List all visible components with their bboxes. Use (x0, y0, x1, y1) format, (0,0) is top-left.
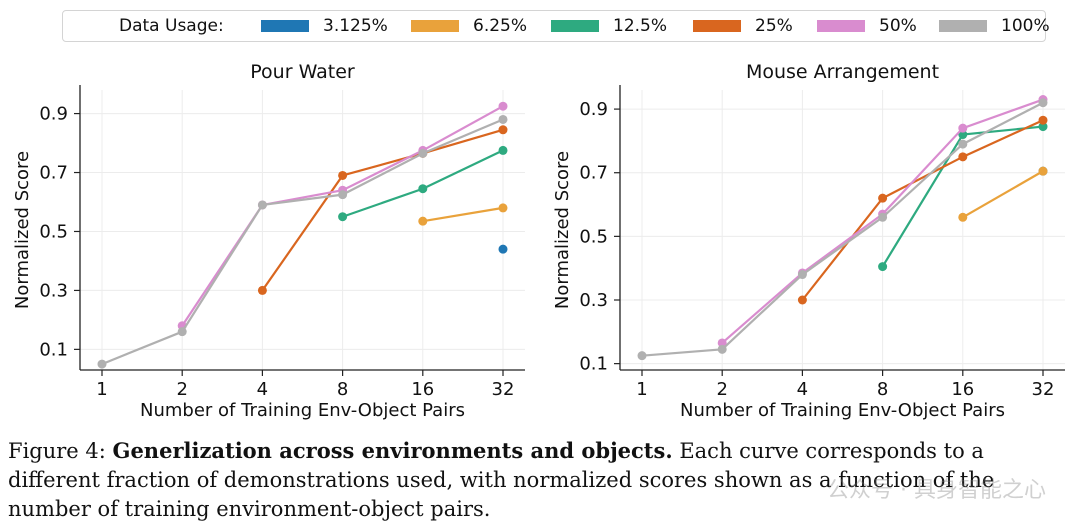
data-point-100% (717, 344, 727, 354)
legend-label: 100% (1001, 16, 1050, 36)
data-point-100% (177, 327, 187, 337)
y-tick-label: 0.3 (39, 280, 68, 301)
data-point-100% (338, 190, 348, 200)
data-point-100% (1038, 98, 1048, 108)
series-line-100% (641, 101, 1044, 357)
legend-item-12.5: 12.5% (551, 11, 667, 41)
legend-item-100: 100% (939, 11, 1050, 41)
chart-mouse-arrangement: Mouse Arrangement 0.1 0.3 0.5 0.7 0.9 1 2 4 8 16 32… (552, 61, 1065, 421)
watermark: 公众号 · 具身智能之心 (827, 478, 1046, 503)
data-point-100% (97, 359, 107, 369)
legend-label: 12.5% (613, 16, 668, 36)
x-axis-label: Number of Training Env-Object Pairs (680, 400, 1005, 421)
x-tick-label: 8 (337, 379, 348, 400)
legend-item-3.125: 3.125% (261, 11, 388, 41)
x-tick-label: 1 (96, 379, 107, 400)
x-tick-label: 16 (951, 379, 974, 400)
data-point-25% (498, 125, 508, 135)
legend-item-50: 50% (817, 11, 917, 41)
data-point-12.5% (338, 212, 348, 222)
legend-swatch (551, 20, 599, 32)
data-point-6.25% (498, 203, 508, 213)
data-point-12.5% (878, 262, 888, 272)
caption-prefix: Figure 4: (8, 439, 113, 463)
caption-text: Each curve corresponds to a different fr… (8, 439, 995, 521)
data-point-25% (958, 152, 968, 162)
x-tick-label: 1 (636, 379, 647, 400)
data-point-25% (878, 193, 888, 203)
caption-bold: Generlization across environments and ob… (112, 438, 673, 463)
series-line-6.25% (422, 206, 504, 223)
legend-item-25: 25% (693, 11, 793, 41)
legend-label: 6.25% (473, 16, 528, 36)
legend-title: Data Usage: (119, 16, 224, 36)
series-line-25% (801, 119, 1044, 301)
legend-swatch (939, 20, 987, 32)
x-axis-label: Number of Training Env-Object Pairs (140, 400, 465, 421)
data-point-12.5% (498, 145, 508, 155)
data-point-100% (797, 270, 807, 280)
legend-label: 3.125% (323, 16, 388, 36)
x-tick-label: 2 (176, 379, 187, 400)
data-point-12.5% (418, 184, 428, 194)
chart-title: Mouse Arrangement (746, 61, 939, 83)
y-tick-label: 0.5 (579, 226, 608, 247)
y-tick-label: 0.1 (39, 339, 68, 360)
data-point-100% (878, 212, 888, 222)
y-tick-label: 0.5 (39, 221, 68, 242)
data-point-3.125% (498, 244, 508, 254)
chart-title: Pour Water (250, 61, 355, 83)
series-line-6.25% (962, 170, 1044, 219)
legend-item-6.25: 6.25% (411, 11, 527, 41)
data-point-25% (338, 170, 348, 180)
x-tick-label: 8 (877, 379, 888, 400)
y-tick-label: 0.7 (579, 163, 608, 184)
series-line-25% (261, 128, 504, 292)
data-point-6.25% (418, 216, 428, 226)
y-tick-label: 0.9 (39, 104, 68, 125)
data-point-25% (1038, 115, 1048, 125)
x-tick-label: 4 (797, 379, 808, 400)
data-point-25% (797, 295, 807, 305)
data-point-12.5% (1038, 122, 1048, 132)
data-point-6.25% (958, 212, 968, 222)
y-tick-label: 0.7 (39, 163, 68, 184)
legend-swatch (411, 20, 459, 32)
data-point-6.25% (1038, 166, 1048, 176)
legend: Data Usage: 3.125% 6.25% 12.5% 25% 50% 1… (62, 10, 1050, 42)
data-point-50% (498, 101, 508, 111)
y-axis-label: Normalized Score (552, 151, 573, 309)
x-tick-label: 32 (492, 379, 515, 400)
x-tick-label: 4 (257, 379, 268, 400)
legend-swatch (693, 20, 741, 32)
y-tick-label: 0.9 (579, 99, 608, 120)
legend-label: 25% (755, 16, 793, 36)
x-tick-label: 32 (1032, 379, 1055, 400)
series-line-100% (101, 118, 504, 366)
data-point-12.5% (958, 130, 968, 140)
data-point-50% (958, 123, 968, 133)
data-point-100% (637, 351, 647, 361)
legend-swatch (261, 20, 309, 32)
y-axis-label: Normalized Score (12, 151, 33, 309)
data-point-100% (418, 148, 428, 158)
data-point-100% (498, 114, 508, 124)
legend-label: 50% (879, 16, 917, 36)
x-tick-label: 2 (716, 379, 727, 400)
y-tick-label: 0.1 (579, 354, 608, 375)
data-point-100% (257, 200, 267, 210)
data-point-50% (717, 338, 727, 348)
legend-swatch (817, 20, 865, 32)
chart-pour-water: Pour Water 0.1 0.3 0.5 0.7 0.9 1 2 4 8 16 32 Number … (12, 61, 525, 421)
x-tick-label: 16 (411, 379, 434, 400)
data-point-25% (257, 285, 267, 295)
figure-caption: Figure 4: Generlization across environme… (8, 436, 1074, 524)
y-tick-label: 0.3 (579, 290, 608, 311)
data-point-100% (958, 139, 968, 149)
